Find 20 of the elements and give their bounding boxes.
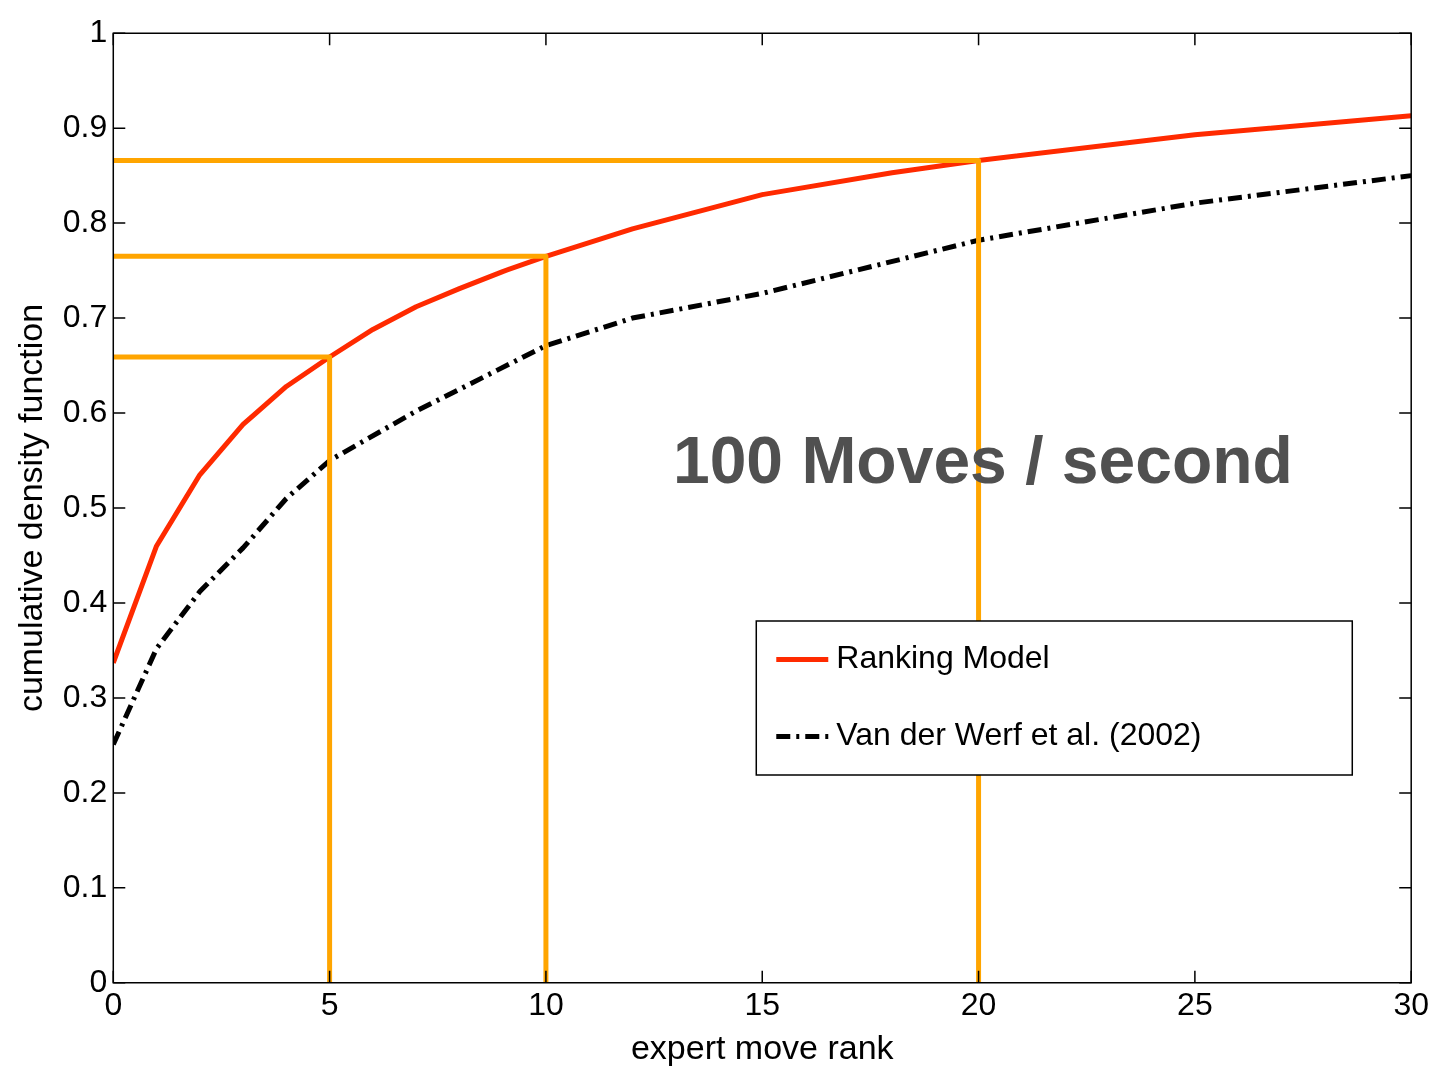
y-tick-label: 0.7 xyxy=(62,297,108,334)
y-tick-label: 0.9 xyxy=(62,107,108,144)
y-tick-label: 0.5 xyxy=(62,487,108,524)
y-tick-label: 0.6 xyxy=(62,392,108,429)
x-tick-label: 30 xyxy=(1393,985,1429,1022)
x-axis-title: expert move rank xyxy=(630,1027,895,1066)
x-tick-label: 10 xyxy=(528,985,564,1022)
y-tick-label: 1 xyxy=(89,13,108,50)
y-tick-label: 0.1 xyxy=(62,867,108,904)
x-tick-label: 5 xyxy=(320,985,339,1022)
y-tick-label: 0.8 xyxy=(62,202,108,239)
x-tick-label: 20 xyxy=(960,985,997,1022)
y-axis-title: cumulative density function xyxy=(10,303,49,713)
y-tick-label: 0.2 xyxy=(62,772,108,809)
y-tick-label: 0.4 xyxy=(62,582,108,619)
x-tick-label: 15 xyxy=(744,985,781,1022)
legend-label: Van der Werf et al. (2002) xyxy=(836,716,1202,753)
legend-label: Ranking Model xyxy=(836,639,1050,676)
x-tick-label: 25 xyxy=(1177,985,1213,1022)
y-tick-label: 0.3 xyxy=(62,677,108,714)
